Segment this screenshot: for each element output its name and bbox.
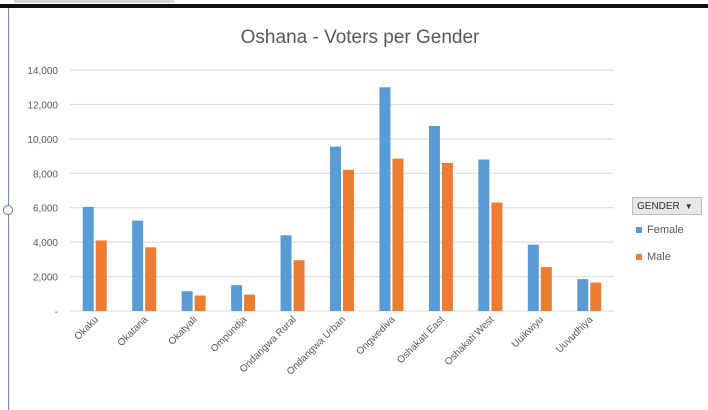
bar-female [330, 146, 341, 311]
bar-female [379, 87, 391, 311]
legend-item-male: Male [636, 251, 671, 263]
y-tick-label: - [55, 307, 58, 318]
bar-male [244, 294, 256, 311]
gender-filter-button[interactable]: GENDER ▼ [632, 197, 702, 215]
y-axis-ticks: - 2,000 4,000 6,000 8,000 10,000 12,000 14,000 [27, 66, 58, 318]
y-tick-label: 12,000 [27, 100, 58, 111]
legend-item-female: Female [636, 224, 684, 236]
x-tick-label: Okatana [116, 314, 151, 349]
y-tick-label: 14,000 [27, 66, 58, 77]
chart-title: Oshana - Voters per Gender [240, 27, 480, 48]
gridlines [70, 69, 614, 312]
bar-female [181, 291, 193, 311]
bar-male [540, 267, 552, 311]
x-tick-label: Uuvudhiya [554, 314, 595, 355]
bar-female [428, 125, 440, 311]
x-tick-label: Okatyali [166, 314, 199, 347]
y-tick-label: 8,000 [33, 169, 58, 180]
legend-swatch-female [636, 227, 642, 233]
bar-male [441, 162, 453, 311]
bar-female [577, 279, 589, 311]
y-tick-label: 2,000 [33, 273, 58, 284]
bar-female [527, 244, 539, 311]
bar-male [293, 260, 305, 311]
selection-strip [14, 0, 174, 3]
y-tick-label: 4,000 [33, 238, 58, 249]
x-tick-label: Uuikwiyu [510, 314, 546, 350]
y-tick-label: 10,000 [27, 135, 58, 146]
legend-swatch-male [636, 254, 642, 260]
bar-male [343, 169, 354, 311]
bar-male [491, 202, 503, 311]
bar-female [280, 235, 292, 311]
bar-male [392, 158, 404, 311]
bar-male [194, 295, 206, 311]
y-tick-label: 6,000 [33, 204, 58, 215]
window-top-border [0, 4, 708, 8]
legend-label-female: Female [647, 224, 684, 236]
bar-male [590, 282, 602, 311]
bar-female [231, 285, 243, 311]
x-tick-label: Oshakati West [443, 314, 497, 368]
x-tick-label: Ongwediva [354, 314, 397, 357]
x-tick-label: Okaku [73, 314, 101, 342]
bar-female [82, 206, 94, 311]
x-tick-label: Ompundja [209, 314, 250, 355]
bar-female [478, 159, 490, 311]
x-tick-label: Oshakati East [395, 314, 447, 366]
resize-handle[interactable] [3, 205, 13, 215]
bars [82, 87, 602, 311]
legend-label-male: Male [647, 251, 671, 263]
bar-male [145, 247, 157, 311]
bar-female [132, 220, 144, 311]
dropdown-arrow-icon: ▼ [684, 201, 693, 211]
bar-male [95, 240, 107, 311]
gender-filter-label: GENDER [637, 200, 680, 212]
